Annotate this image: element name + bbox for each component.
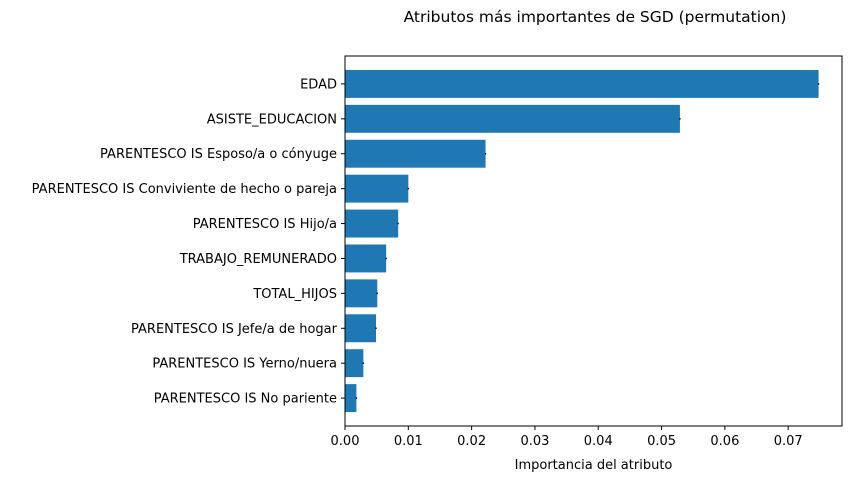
plot-frame	[344, 55, 843, 427]
x-axis-label: Importancia del atributo	[515, 458, 673, 473]
y-tick-label: PARENTESCO IS Hijo/a	[193, 217, 337, 232]
x-tick-label: 0.06	[710, 434, 739, 449]
y-tick-label: TRABAJO_REMUNERADO	[179, 252, 337, 267]
bar	[345, 349, 364, 378]
x-tick-label: 0.04	[584, 434, 613, 449]
y-tick-label: EDAD	[300, 77, 337, 92]
bar	[345, 384, 357, 413]
bar	[345, 314, 377, 343]
x-tick-label: 0.03	[520, 434, 549, 449]
bar	[345, 69, 819, 98]
y-tick-label: TOTAL_HIJOS	[252, 287, 337, 302]
error-bars-group	[355, 83, 820, 399]
x-tick-label: 0.00	[331, 434, 360, 449]
bar	[345, 104, 680, 133]
bar	[345, 279, 378, 308]
y-axis: EDAD ASISTE_EDUCACION PARENTESCO IS Esposo…	[32, 77, 345, 407]
bar	[345, 209, 399, 238]
y-tick-label: PARENTESCO IS Conviviente de hecho o par…	[32, 182, 337, 197]
x-tick-label: 0.01	[394, 434, 423, 449]
chart-title: Atributos más importantes de SGD (permut…	[403, 8, 787, 26]
bar	[345, 174, 409, 203]
y-tick-label: PARENTESCO IS Esposo/a o cónyuge	[100, 147, 337, 162]
x-tick-label: 0.02	[457, 434, 486, 449]
x-axis: 0.00 0.01 0.02 0.03 0.04 0.05 0.06 0.07	[331, 426, 803, 449]
bars-group	[345, 69, 819, 413]
x-tick-label: 0.07	[774, 434, 803, 449]
y-tick-label: PARENTESCO IS Jefe/a de hogar	[131, 322, 338, 337]
x-tick-label: 0.05	[647, 434, 676, 449]
y-tick-label: PARENTESCO IS Yerno/nuera	[152, 357, 337, 372]
y-tick-label: PARENTESCO IS No pariente	[154, 392, 337, 407]
bar	[345, 244, 387, 273]
bar	[345, 139, 486, 168]
y-tick-label: ASISTE_EDUCACION	[207, 112, 337, 127]
